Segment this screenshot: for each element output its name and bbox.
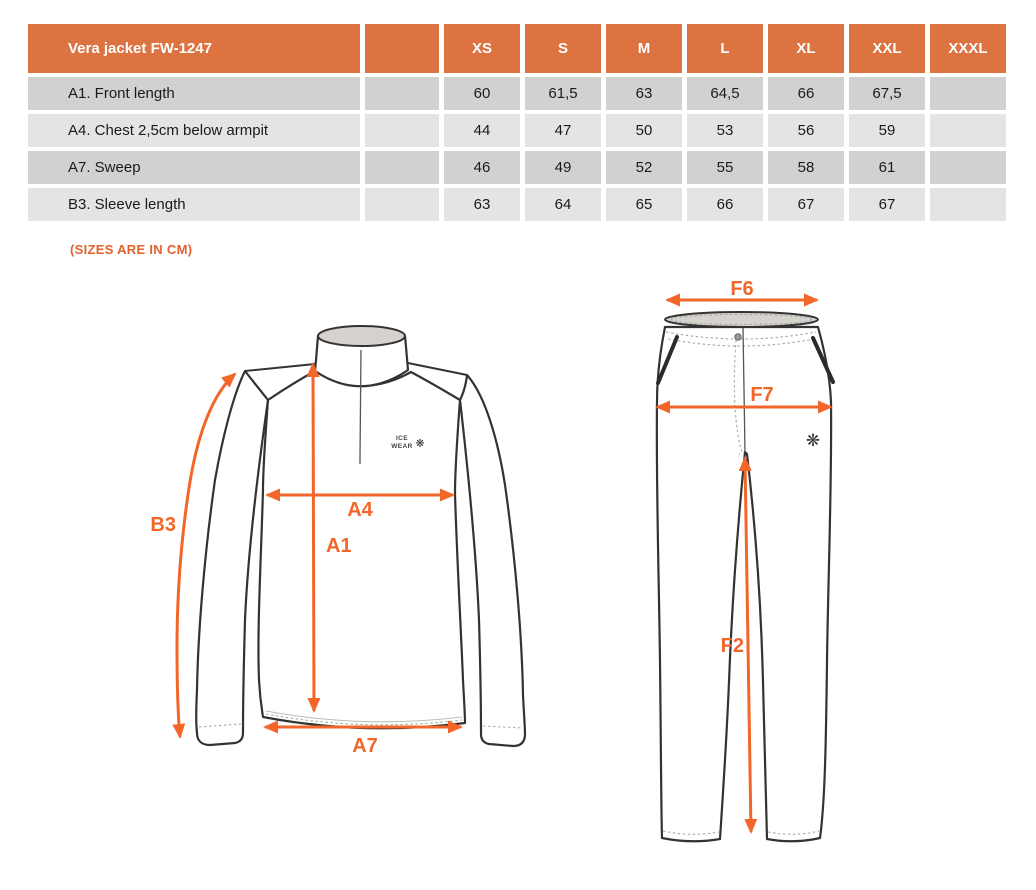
left-shoulder-seam — [244, 363, 316, 372]
row-label: A7. Sweep — [28, 151, 360, 184]
left-hem-stitch — [662, 830, 720, 835]
fly-stitch — [733, 339, 743, 455]
jacket-right-sleeve — [458, 373, 527, 748]
size-value-cell: 50 — [606, 114, 682, 147]
snowflake-icon: ❋ — [415, 437, 424, 450]
right-pocket — [811, 336, 835, 384]
size-value-cell — [930, 151, 1006, 184]
zipper-line — [359, 349, 362, 459]
size-header-xxxl: XXXL — [930, 24, 1006, 73]
jacket-diagram: ICE WEAR ❋ B3 A4 A1 A7 — [150, 325, 527, 757]
size-value-cell — [930, 188, 1006, 221]
right-shoulder-seam — [407, 362, 468, 376]
right-cuff-stitch — [482, 725, 524, 729]
size-value-cell — [930, 114, 1006, 147]
icewear-logo: ICE WEAR ❋ — [391, 435, 424, 450]
size-value-cell: 63 — [444, 188, 520, 221]
size-value-cell: 63 — [606, 77, 682, 110]
measurement-label-f2: F2 — [721, 635, 744, 657]
sizes-note: (SIZES ARE IN CM) — [70, 242, 193, 257]
size-value-cell: 65 — [606, 188, 682, 221]
header-empty-cell — [365, 24, 439, 73]
size-value-cell: 49 — [525, 151, 601, 184]
size-value-cell: 67 — [768, 188, 844, 221]
size-header-xs: XS — [444, 24, 520, 73]
jacket-left-sleeve — [195, 369, 270, 747]
measurement-row: A4. Chest 2,5cm below armpit 44 47 50 53… — [28, 114, 1006, 147]
pants-body — [655, 325, 833, 843]
empty-cell — [365, 77, 439, 110]
measurement-label-f7: F7 — [750, 384, 773, 406]
measurement-row: A1. Front length 60 61,5 63 64,5 66 67,5 — [28, 77, 1006, 110]
waistband-stitch-2 — [667, 338, 815, 347]
measurement-row: B3. Sleeve length 63 64 65 66 67 67 — [28, 188, 1006, 221]
jacket-measurements: B3 A4 A1 A7 — [150, 362, 463, 757]
size-value-cell: 56 — [768, 114, 844, 147]
measurement-row: A7. Sweep 46 49 52 55 58 61 — [28, 151, 1006, 184]
row-label: B3. Sleeve length — [28, 188, 360, 221]
size-header-s: S — [525, 24, 601, 73]
size-value-cell: 67 — [849, 188, 925, 221]
size-value-cell: 66 — [768, 77, 844, 110]
measurement-arrow-b3 — [172, 372, 237, 739]
jacket-body — [257, 369, 467, 730]
measurement-label-a4: A4 — [347, 499, 373, 521]
collar-opening — [317, 325, 406, 347]
size-header-l: L — [687, 24, 763, 73]
logo-text-line2: WEAR — [391, 443, 412, 450]
header-row: Vera jacket FW-1247 XS S M L XL XXL XXXL — [28, 24, 1006, 73]
size-value-cell: 59 — [849, 114, 925, 147]
size-value-cell: 47 — [525, 114, 601, 147]
size-chart-table: Vera jacket FW-1247 XS S M L XL XXL XXXL… — [23, 20, 1011, 225]
size-value-cell: 61 — [849, 151, 925, 184]
measurement-arrow-a1 — [306, 362, 321, 713]
size-value-cell: 67,5 — [849, 77, 925, 110]
row-label: A4. Chest 2,5cm below armpit — [28, 114, 360, 147]
pants-measurements: F6 F7 F2 — [655, 278, 833, 834]
size-header-xl: XL — [768, 24, 844, 73]
size-header-m: M — [606, 24, 682, 73]
waist-stitch-inner — [670, 313, 813, 326]
empty-cell — [365, 188, 439, 221]
pants-diagram: ❋ F6 F7 F2 — [655, 278, 835, 843]
size-header-xxl: XXL — [849, 24, 925, 73]
waist-button — [734, 333, 742, 341]
table-title: Vera jacket FW-1247 — [28, 24, 360, 73]
size-value-cell: 64,5 — [687, 77, 763, 110]
size-value-cell: 61,5 — [525, 77, 601, 110]
empty-cell — [365, 151, 439, 184]
snowflake-icon: ❋ — [806, 431, 820, 451]
right-hem-stitch — [767, 830, 820, 835]
empty-cell — [365, 114, 439, 147]
size-value-cell: 55 — [687, 151, 763, 184]
center-front-seam — [742, 327, 746, 453]
pants-drawing: ❋ — [655, 311, 835, 843]
measurement-label-a1: A1 — [326, 535, 352, 557]
size-value-cell: 58 — [768, 151, 844, 184]
row-label: A1. Front length — [28, 77, 360, 110]
size-value-cell: 52 — [606, 151, 682, 184]
jacket-drawing: ICE WEAR ❋ — [195, 325, 527, 748]
size-value-cell: 60 — [444, 77, 520, 110]
size-value-cell: 46 — [444, 151, 520, 184]
logo-text-line1: ICE — [396, 435, 408, 442]
left-pocket — [656, 335, 679, 385]
size-value-cell: 44 — [444, 114, 520, 147]
measurement-label-a7: A7 — [352, 735, 378, 757]
measurement-label-b3: B3 — [150, 514, 176, 536]
size-value-cell: 64 — [525, 188, 601, 221]
measurement-label-f6: F6 — [730, 278, 753, 300]
measurement-arrow-f2 — [738, 456, 758, 834]
size-value-cell: 66 — [687, 188, 763, 221]
size-value-cell: 53 — [687, 114, 763, 147]
size-value-cell — [930, 77, 1006, 110]
